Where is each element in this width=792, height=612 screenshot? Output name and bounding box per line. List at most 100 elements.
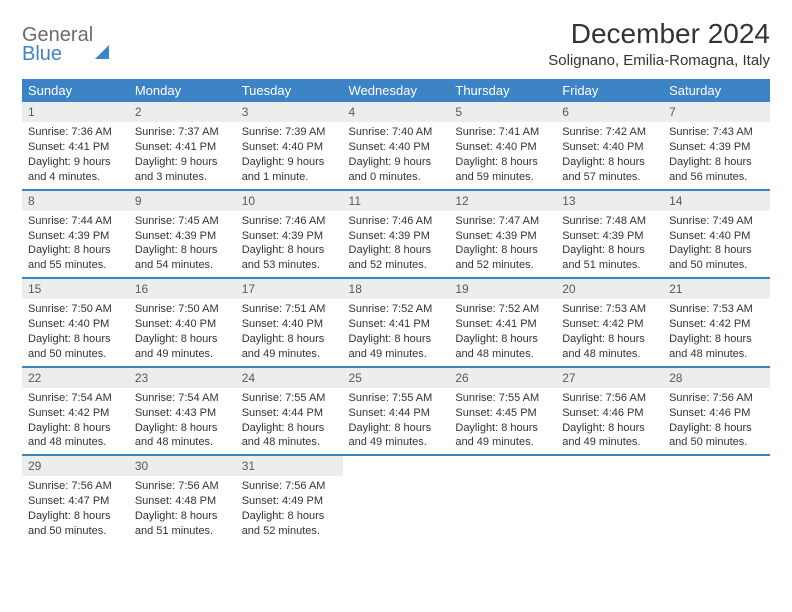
calendar-day-cell: 5Sunrise: 7:41 AMSunset: 4:40 PMDaylight… (449, 102, 556, 190)
day-number: 23 (129, 368, 236, 388)
daylight-line1: Daylight: 8 hours (28, 509, 123, 524)
calendar-week-row: 22Sunrise: 7:54 AMSunset: 4:42 PMDayligh… (22, 367, 770, 456)
daylight-line2: and 53 minutes. (242, 258, 337, 273)
sunset-text: Sunset: 4:41 PM (349, 317, 444, 332)
title-block: December 2024 Solignano, Emilia-Romagna,… (548, 18, 770, 69)
day-details: Sunrise: 7:37 AMSunset: 4:41 PMDaylight:… (129, 122, 236, 188)
daylight-line2: and 50 minutes. (28, 347, 123, 362)
sunrise-text: Sunrise: 7:52 AM (349, 302, 444, 317)
sunrise-text: Sunrise: 7:56 AM (669, 391, 764, 406)
daylight-line2: and 49 minutes. (349, 347, 444, 362)
daylight-line1: Daylight: 8 hours (669, 332, 764, 347)
day-number: 1 (22, 102, 129, 122)
daylight-line2: and 50 minutes. (28, 524, 123, 539)
sunrise-text: Sunrise: 7:52 AM (455, 302, 550, 317)
daylight-line1: Daylight: 8 hours (455, 421, 550, 436)
calendar-day-cell: 4Sunrise: 7:40 AMSunset: 4:40 PMDaylight… (343, 102, 450, 190)
daylight-line2: and 48 minutes. (135, 435, 230, 450)
daylight-line1: Daylight: 8 hours (669, 421, 764, 436)
sunrise-text: Sunrise: 7:56 AM (135, 479, 230, 494)
sunset-text: Sunset: 4:46 PM (562, 406, 657, 421)
daylight-line1: Daylight: 8 hours (562, 243, 657, 258)
daylight-line2: and 52 minutes. (349, 258, 444, 273)
sunrise-text: Sunrise: 7:44 AM (28, 214, 123, 229)
daylight-line1: Daylight: 8 hours (242, 243, 337, 258)
sunset-text: Sunset: 4:42 PM (562, 317, 657, 332)
day-number: 17 (236, 279, 343, 299)
calendar-day-cell: 2Sunrise: 7:37 AMSunset: 4:41 PMDaylight… (129, 102, 236, 190)
calendar-day-cell (556, 455, 663, 543)
daylight-line1: Daylight: 9 hours (28, 155, 123, 170)
sunset-text: Sunset: 4:49 PM (242, 494, 337, 509)
daylight-line1: Daylight: 8 hours (28, 421, 123, 436)
sunset-text: Sunset: 4:41 PM (28, 140, 123, 155)
day-details: Sunrise: 7:50 AMSunset: 4:40 PMDaylight:… (129, 299, 236, 365)
calendar-week-row: 15Sunrise: 7:50 AMSunset: 4:40 PMDayligh… (22, 278, 770, 367)
day-details: Sunrise: 7:56 AMSunset: 4:46 PMDaylight:… (663, 388, 770, 454)
sunrise-text: Sunrise: 7:55 AM (455, 391, 550, 406)
sunset-text: Sunset: 4:42 PM (28, 406, 123, 421)
day-number: 8 (22, 191, 129, 211)
daylight-line1: Daylight: 9 hours (242, 155, 337, 170)
day-details: Sunrise: 7:46 AMSunset: 4:39 PMDaylight:… (236, 211, 343, 277)
calendar-day-cell: 6Sunrise: 7:42 AMSunset: 4:40 PMDaylight… (556, 102, 663, 190)
day-number: 28 (663, 368, 770, 388)
sunrise-text: Sunrise: 7:56 AM (242, 479, 337, 494)
daylight-line2: and 51 minutes. (562, 258, 657, 273)
daylight-line2: and 4 minutes. (28, 170, 123, 185)
brand-logo: General Blue (22, 18, 109, 66)
day-number: 25 (343, 368, 450, 388)
calendar-day-cell: 30Sunrise: 7:56 AMSunset: 4:48 PMDayligh… (129, 455, 236, 543)
sunset-text: Sunset: 4:45 PM (455, 406, 550, 421)
sunrise-text: Sunrise: 7:56 AM (562, 391, 657, 406)
day-details: Sunrise: 7:45 AMSunset: 4:39 PMDaylight:… (129, 211, 236, 277)
logo-triangle-icon (95, 28, 109, 59)
daylight-line1: Daylight: 9 hours (349, 155, 444, 170)
weekday-header-row: Sunday Monday Tuesday Wednesday Thursday… (22, 79, 770, 102)
day-details: Sunrise: 7:52 AMSunset: 4:41 PMDaylight:… (343, 299, 450, 365)
daylight-line1: Daylight: 8 hours (135, 243, 230, 258)
logo-row: General Blue (22, 24, 109, 66)
day-details: Sunrise: 7:41 AMSunset: 4:40 PMDaylight:… (449, 122, 556, 188)
daylight-line1: Daylight: 8 hours (28, 243, 123, 258)
daylight-line2: and 48 minutes. (242, 435, 337, 450)
daylight-line1: Daylight: 8 hours (135, 332, 230, 347)
daylight-line2: and 48 minutes. (28, 435, 123, 450)
day-number: 5 (449, 102, 556, 122)
daylight-line1: Daylight: 8 hours (242, 332, 337, 347)
day-number: 12 (449, 191, 556, 211)
calendar-day-cell: 31Sunrise: 7:56 AMSunset: 4:49 PMDayligh… (236, 455, 343, 543)
day-number: 20 (556, 279, 663, 299)
sunset-text: Sunset: 4:40 PM (242, 140, 337, 155)
calendar-day-cell: 16Sunrise: 7:50 AMSunset: 4:40 PMDayligh… (129, 278, 236, 367)
sunset-text: Sunset: 4:39 PM (455, 229, 550, 244)
calendar-day-cell: 13Sunrise: 7:48 AMSunset: 4:39 PMDayligh… (556, 190, 663, 279)
weekday-header: Monday (129, 79, 236, 102)
calendar-day-cell: 3Sunrise: 7:39 AMSunset: 4:40 PMDaylight… (236, 102, 343, 190)
daylight-line1: Daylight: 8 hours (562, 332, 657, 347)
weekday-header: Tuesday (236, 79, 343, 102)
sunrise-text: Sunrise: 7:50 AM (135, 302, 230, 317)
daylight-line2: and 3 minutes. (135, 170, 230, 185)
sunrise-text: Sunrise: 7:54 AM (28, 391, 123, 406)
daylight-line1: Daylight: 8 hours (455, 155, 550, 170)
sunrise-text: Sunrise: 7:46 AM (242, 214, 337, 229)
daylight-line2: and 54 minutes. (135, 258, 230, 273)
calendar-week-row: 29Sunrise: 7:56 AMSunset: 4:47 PMDayligh… (22, 455, 770, 543)
daylight-line2: and 1 minute. (242, 170, 337, 185)
daylight-line1: Daylight: 8 hours (455, 243, 550, 258)
day-details: Sunrise: 7:52 AMSunset: 4:41 PMDaylight:… (449, 299, 556, 365)
calendar-day-cell: 26Sunrise: 7:55 AMSunset: 4:45 PMDayligh… (449, 367, 556, 456)
sunset-text: Sunset: 4:39 PM (28, 229, 123, 244)
calendar-day-cell: 11Sunrise: 7:46 AMSunset: 4:39 PMDayligh… (343, 190, 450, 279)
day-number: 24 (236, 368, 343, 388)
sunset-text: Sunset: 4:43 PM (135, 406, 230, 421)
day-details: Sunrise: 7:46 AMSunset: 4:39 PMDaylight:… (343, 211, 450, 277)
daylight-line2: and 51 minutes. (135, 524, 230, 539)
weekday-header: Thursday (449, 79, 556, 102)
calendar-day-cell: 12Sunrise: 7:47 AMSunset: 4:39 PMDayligh… (449, 190, 556, 279)
day-number: 3 (236, 102, 343, 122)
daylight-line2: and 50 minutes. (669, 435, 764, 450)
sunrise-text: Sunrise: 7:53 AM (562, 302, 657, 317)
calendar-day-cell: 17Sunrise: 7:51 AMSunset: 4:40 PMDayligh… (236, 278, 343, 367)
